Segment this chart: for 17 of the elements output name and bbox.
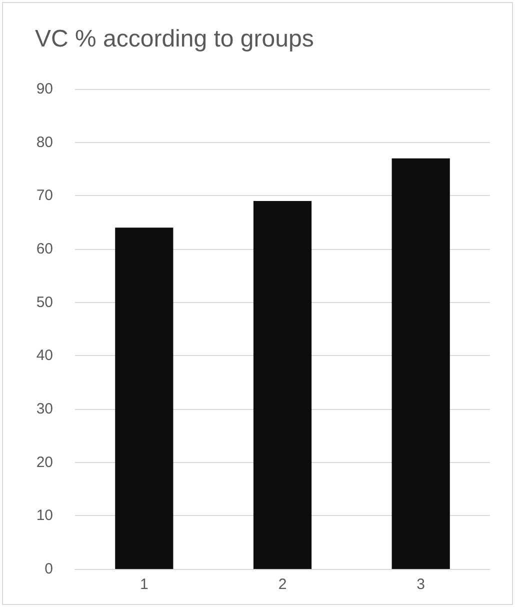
y-tick-label: 10 [36,507,53,524]
bar [253,201,312,569]
y-tick-label: 80 [36,134,53,151]
y-tick-label: 0 [44,560,53,578]
bar [392,158,450,569]
bar [115,228,174,569]
y-tick-label: 40 [36,347,53,364]
y-tick-label: 50 [36,294,53,311]
y-tick-label: 90 [36,80,53,98]
x-tick-label: 1 [140,576,148,593]
x-tick-label: 3 [416,576,426,593]
y-tick-label: 30 [36,400,53,418]
y-tick-label: 20 [36,454,53,471]
y-tick-label: 70 [36,187,53,204]
y-tick-label: 60 [36,240,53,258]
x-tick-label: 2 [278,576,287,593]
chart-title: VC % according to groups [35,26,314,52]
